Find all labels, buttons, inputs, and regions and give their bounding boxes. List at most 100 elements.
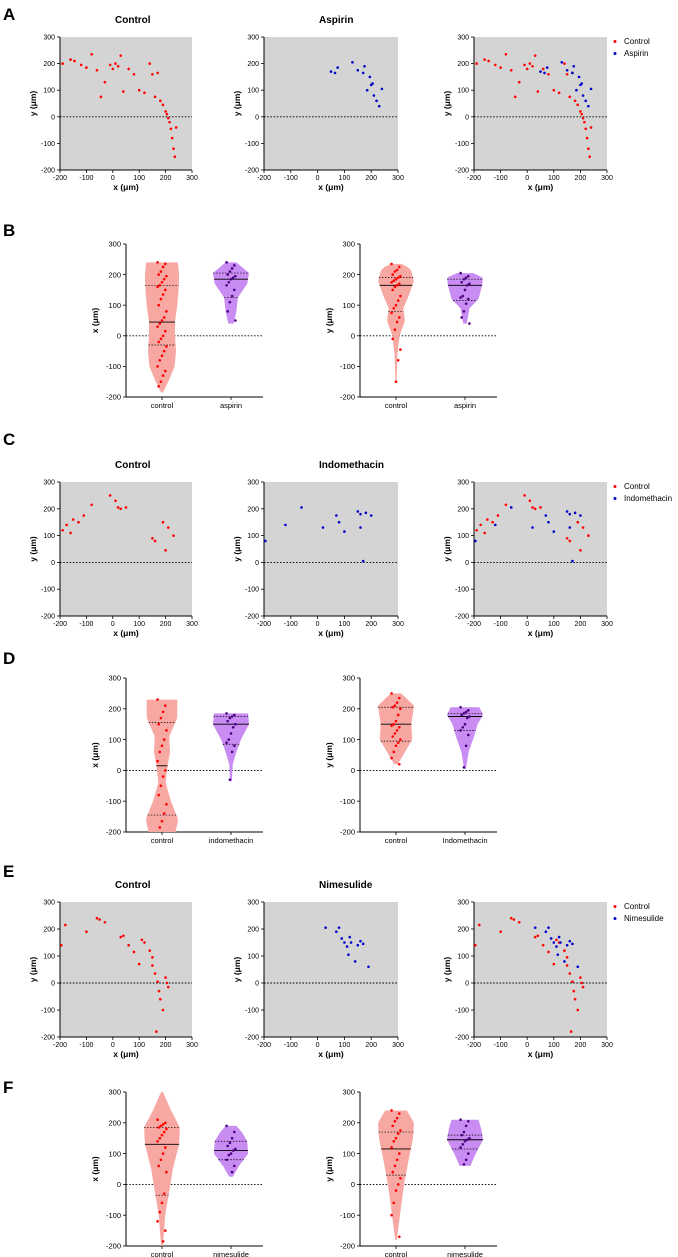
x-tick-label: -100 [284, 175, 298, 182]
data-point [160, 744, 164, 748]
violin-nimesulide [214, 1125, 248, 1177]
scatter-panel-e2: -200 -100 0 100 200 300 -200 -100 0 100 200 300 x (μ… [232, 880, 404, 1059]
data-point [568, 539, 572, 543]
data-point [161, 710, 165, 714]
data-point [161, 520, 165, 524]
data-point [575, 88, 578, 92]
data-point [300, 506, 303, 509]
data-point [156, 980, 159, 983]
violin-panel-b2: -200 -100 0 100 200 300 y (μm) control aspirin [324, 240, 497, 410]
data-point [394, 719, 398, 723]
data-point [396, 276, 400, 279]
violin-aspirin [213, 262, 249, 324]
data-point [90, 52, 93, 56]
data-point [170, 136, 174, 140]
y-tick-label: -200 [340, 1242, 355, 1251]
data-point [583, 120, 586, 124]
data-point [372, 94, 376, 97]
x-tick-label: -200 [467, 175, 481, 182]
x-tick-label: -100 [79, 621, 93, 628]
scatter-panel-a2: -200 -100 0 100 200 300 -200 -100 0 100 200 300 x (μ… [232, 15, 404, 192]
y-tick-label: -200 [106, 828, 121, 837]
data-point [162, 1192, 166, 1195]
data-point [543, 71, 546, 75]
data-point [541, 67, 545, 71]
panel-title: Control [115, 880, 151, 891]
violin-control [144, 262, 180, 393]
data-point [396, 741, 400, 744]
y-axis-label: y (μm) [28, 957, 38, 983]
data-point [394, 744, 398, 748]
data-point [85, 66, 88, 69]
x-tick-label: -100 [284, 621, 298, 628]
data-point [499, 930, 502, 933]
data-point [157, 1164, 160, 1168]
y-tick-label: -200 [245, 168, 259, 175]
data-point [509, 506, 513, 509]
data-point [164, 262, 167, 266]
data-point [157, 989, 161, 993]
data-point [396, 299, 400, 302]
data-point [525, 67, 529, 71]
data-point [162, 738, 166, 741]
data-point [459, 729, 462, 732]
data-point [576, 103, 580, 107]
data-point [579, 110, 582, 113]
data-point [69, 531, 72, 535]
data-point [361, 559, 365, 563]
data-point [391, 735, 395, 738]
y-tick-label: 100 [247, 88, 259, 95]
data-point [158, 750, 162, 754]
y-tick-label: -100 [340, 1211, 355, 1220]
data-point [231, 1149, 235, 1152]
data-point [533, 54, 537, 57]
data-point [343, 941, 346, 944]
y-axis-label: y (μm) [442, 91, 452, 117]
data-point [395, 268, 399, 272]
data-point [568, 526, 572, 529]
x-tick-label: 0 [111, 621, 115, 628]
data-point [568, 972, 572, 975]
data-point [164, 1229, 167, 1232]
data-point [165, 345, 168, 348]
panel-title: Indomethacin [319, 460, 384, 471]
data-point [85, 930, 88, 933]
data-point [165, 1127, 168, 1131]
data-point [226, 1144, 229, 1148]
y-tick-label: 0 [51, 114, 55, 121]
data-point [158, 1210, 162, 1214]
y-axis-label: x (μm) [90, 308, 100, 334]
y-tick-label: 0 [465, 560, 469, 567]
panel-letter-a: A [3, 5, 15, 24]
data-point [581, 985, 585, 989]
x-axis-label: x (μm) [113, 628, 139, 638]
y-tick-label: 0 [255, 981, 259, 988]
data-point [164, 110, 167, 113]
data-point [228, 1141, 232, 1145]
y-tick-label: 100 [342, 735, 355, 744]
data-point [563, 949, 566, 952]
violin-control [144, 1092, 180, 1246]
data-point [393, 270, 397, 273]
scatter-panel-a1: -200 -100 0 100 200 300 -200 -100 0 100 200 300 x (μ… [28, 15, 198, 192]
data-point [467, 709, 470, 712]
data-point [98, 918, 101, 921]
data-point [547, 72, 550, 76]
data-point [60, 943, 63, 947]
x-axis-label: x (μm) [318, 628, 344, 638]
y-tick-label: 200 [43, 506, 55, 513]
y-tick-label: 100 [342, 1149, 355, 1158]
data-point [464, 1124, 468, 1128]
y-tick-label: 0 [255, 114, 259, 121]
data-point [589, 126, 593, 129]
data-point [536, 90, 540, 93]
data-point [127, 943, 130, 947]
data-point [231, 725, 235, 729]
y-tick-label: -100 [41, 587, 55, 594]
data-point [395, 320, 399, 324]
x-category-label: Indomethacin [442, 836, 487, 845]
data-point [464, 1158, 468, 1162]
x-category-label: control [151, 1250, 174, 1257]
data-point [369, 514, 373, 517]
data-point [335, 930, 338, 933]
